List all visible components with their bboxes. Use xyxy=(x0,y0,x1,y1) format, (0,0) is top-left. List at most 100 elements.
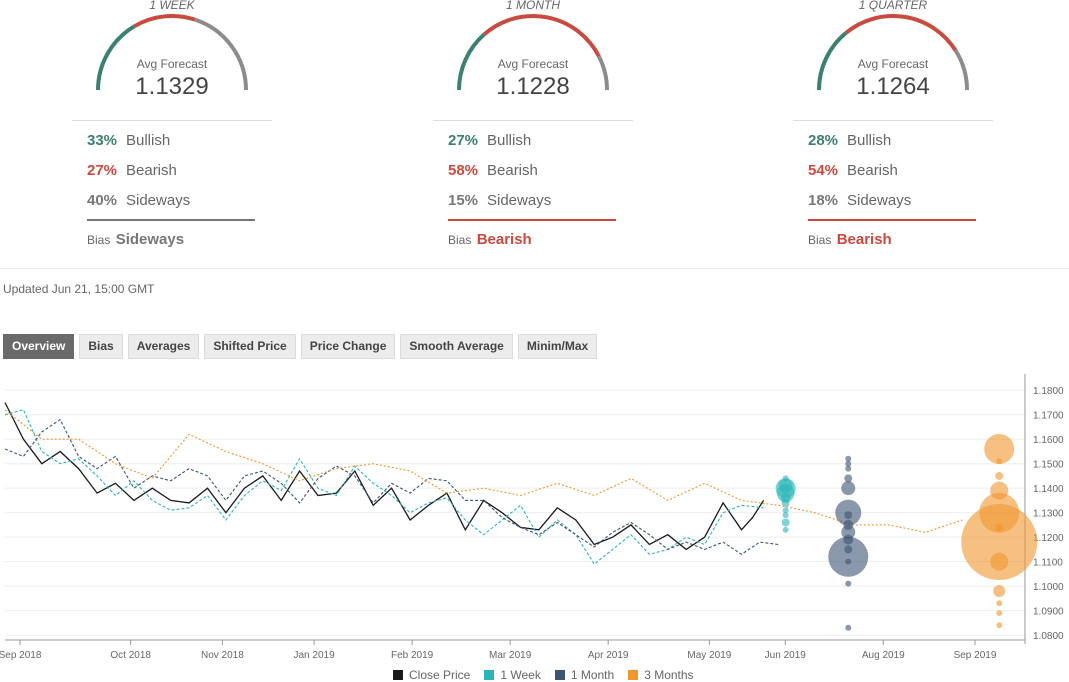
x-tick-label: Feb 2019 xyxy=(391,650,434,661)
sideways-label: Sideways xyxy=(847,192,912,209)
legend-item-quarter[interactable]: 3 Months xyxy=(628,668,694,682)
bullish-row: 27% Bullish xyxy=(448,132,531,150)
forecast-bubble-month xyxy=(844,474,853,483)
tab-price-change[interactable]: Price Change xyxy=(300,334,396,359)
bias-divider xyxy=(87,219,255,221)
bearish-label: Bearish xyxy=(847,162,898,179)
legend-swatch xyxy=(554,670,565,680)
tab-shifted-price[interactable]: Shifted Price xyxy=(204,334,296,359)
forecast-bubble-quarter xyxy=(996,600,1003,607)
x-tick-label: May 2019 xyxy=(687,650,731,661)
series-line-week xyxy=(4,409,764,565)
gauge-divider xyxy=(72,120,272,121)
legend-swatch xyxy=(393,670,403,680)
x-tick-label: Aug 2019 xyxy=(862,650,905,661)
gauge-divider xyxy=(433,120,633,121)
bias-row: Bias Bearish xyxy=(808,231,892,248)
tab-smooth-average[interactable]: Smooth Average xyxy=(400,334,513,359)
tab-overview[interactable]: Overview xyxy=(3,334,75,359)
bearish-pct: 58% xyxy=(448,162,479,179)
y-tick-label: 1.1400 xyxy=(1033,484,1064,495)
sideways-arc xyxy=(597,55,609,91)
gauge-period: 1 WEEK xyxy=(149,0,195,12)
y-tick-label: 1.1600 xyxy=(1033,435,1064,446)
forecast-bubble-week xyxy=(782,512,789,519)
bias-value: Bearish xyxy=(836,231,892,248)
section-divider xyxy=(0,268,1069,269)
y-tick-label: 1.1500 xyxy=(1033,460,1064,471)
bias-value: Bearish xyxy=(476,231,532,248)
chart-legend: Close Price 1 Week 1 Month 3 Months xyxy=(393,668,694,682)
legend-item-week[interactable]: 1 Week xyxy=(484,668,541,682)
forecast-chart: 1.1800 1.1700 1.1600 1.1500 1.1400 1.1300 1.12… xyxy=(0,374,1064,661)
gauge-divider xyxy=(793,120,993,121)
forecast-bubble-month xyxy=(845,558,852,565)
bias-label: Bias xyxy=(808,233,832,247)
tab-averages[interactable]: Averages xyxy=(127,334,200,359)
bias-divider xyxy=(448,219,616,221)
bearish-arc xyxy=(133,14,196,29)
bearish-row: 27% Bearish xyxy=(87,162,177,180)
x-tick-label: Nov 2018 xyxy=(201,650,244,661)
bias-divider xyxy=(808,219,976,221)
bias-label: Bias xyxy=(448,233,472,247)
sideways-pct: 40% xyxy=(87,192,118,209)
avg-forecast-label: Avg Forecast xyxy=(857,57,929,71)
forecast-bubble-week xyxy=(781,498,790,507)
x-tick-label: Jun 2019 xyxy=(765,650,807,661)
forecast-bubble-month xyxy=(828,536,869,577)
bullish-row: 28% Bullish xyxy=(808,132,891,150)
forecast-bubble-month xyxy=(841,481,856,496)
avg-forecast-value: 1.1329 xyxy=(135,73,209,100)
forecast-bubble-week xyxy=(782,526,789,533)
sideways-pct: 18% xyxy=(808,192,839,209)
sideways-row: 15% Sideways xyxy=(448,192,551,210)
legend-swatch xyxy=(628,670,639,680)
gauge-period: 1 QUARTER xyxy=(858,0,928,12)
sideways-arc xyxy=(194,17,248,91)
avg-forecast-label: Avg Forecast xyxy=(136,57,208,71)
bias-label: Bias xyxy=(87,233,111,247)
gauge-period: 1 MONTH xyxy=(506,0,560,12)
legend-item-month[interactable]: 1 Month xyxy=(554,668,615,682)
x-tick-label: Oct 2018 xyxy=(110,650,151,661)
bullish-row: 33% Bullish xyxy=(87,132,170,150)
avg-forecast-label: Avg Forecast xyxy=(497,57,569,71)
updated-timestamp: Updated Jun 21, 15:00 GMT xyxy=(3,282,155,296)
x-tick-label: Apr 2019 xyxy=(588,650,629,661)
x-tick-label: Sep 2018 xyxy=(0,650,42,661)
sideways-arc xyxy=(953,49,969,91)
sideways-label: Sideways xyxy=(126,192,191,209)
forecast-bubble-month xyxy=(845,465,852,472)
forecast-bubble-month xyxy=(844,511,853,520)
bearish-row: 58% Bearish xyxy=(448,162,538,180)
x-tick-label: Mar 2019 xyxy=(489,650,532,661)
legend-label: 3 Months xyxy=(644,668,694,682)
series-line-month xyxy=(4,418,779,555)
bearish-pct: 54% xyxy=(808,162,839,179)
legend-label: 1 Month xyxy=(570,668,615,682)
y-tick-label: 1.1100 xyxy=(1033,558,1063,569)
forecast-bubble-quarter xyxy=(993,585,1006,598)
y-tick-label: 1.1300 xyxy=(1033,509,1064,520)
bearish-label: Bearish xyxy=(487,162,538,179)
avg-forecast-value: 1.1228 xyxy=(496,73,570,100)
forecast-bubble-quarter xyxy=(990,552,1009,571)
tab-bias[interactable]: Bias xyxy=(79,334,123,359)
bearish-label: Bearish xyxy=(126,162,177,179)
bullish-pct: 33% xyxy=(87,132,118,149)
tab-minim-max[interactable]: Minim/Max xyxy=(517,334,598,359)
y-tick-label: 1.1200 xyxy=(1033,533,1064,544)
y-tick-label: 1.0900 xyxy=(1033,607,1064,618)
gauge-arc xyxy=(457,14,609,91)
x-tick-label: Jan 2019 xyxy=(294,650,336,661)
legend-item-close[interactable]: Close Price xyxy=(393,668,470,682)
forecast-bubble-week xyxy=(782,507,789,514)
bearish-row: 54% Bearish xyxy=(808,162,898,180)
forecast-bubble-quarter xyxy=(996,622,1003,629)
bullish-label: Bullish xyxy=(847,132,892,149)
bias-row: Bias Bearish xyxy=(448,231,532,248)
bullish-arc xyxy=(817,31,848,91)
bias-value: Sideways xyxy=(115,231,185,248)
forecast-bubble-quarter xyxy=(996,458,1003,465)
